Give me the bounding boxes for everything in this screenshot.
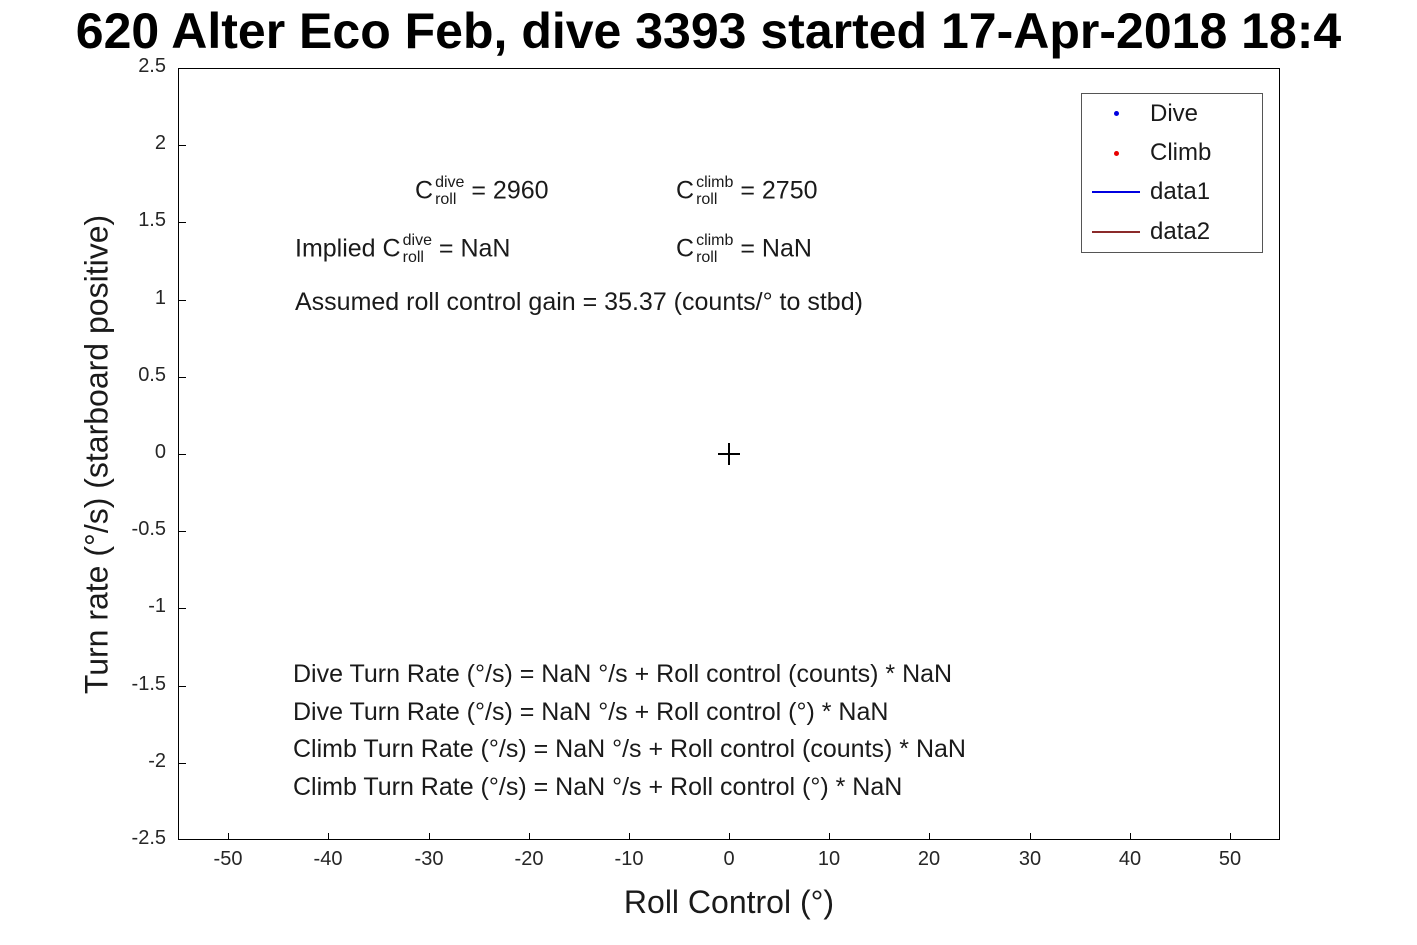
coeff-dive-base: C xyxy=(415,176,434,205)
x-tick-label: -30 xyxy=(414,848,444,870)
legend-entry-dive: Dive xyxy=(1082,94,1262,133)
coeff-climb-scripts: climb roll xyxy=(696,174,734,209)
y-tick xyxy=(179,454,186,455)
y-tick xyxy=(179,839,186,840)
legend: Dive Climb data1 data2 xyxy=(1081,93,1263,253)
legend-marker-wrap xyxy=(1090,191,1142,194)
fit-equations: Dive Turn Rate (°/s) = NaN °/s + Roll co… xyxy=(293,656,966,806)
fit-equation-line: Dive Turn Rate (°/s) = NaN °/s + Roll co… xyxy=(293,697,889,726)
coeff-dive-scripts: dive roll xyxy=(435,174,465,209)
x-tick xyxy=(1130,833,1131,840)
x-tick xyxy=(729,833,730,840)
x-axis-label: Roll Control (°) xyxy=(623,884,835,920)
x-tick-label: 20 xyxy=(917,848,941,870)
implied-dive-sup: dive xyxy=(402,232,432,249)
x-tick-label: 40 xyxy=(1118,848,1142,870)
implied-dive-sub: roll xyxy=(402,248,424,266)
x-tick xyxy=(1230,833,1231,840)
data2-line-marker-icon xyxy=(1092,230,1140,233)
x-tick xyxy=(1030,833,1031,840)
legend-marker-wrap xyxy=(1090,230,1142,233)
legend-entry-data1: data1 xyxy=(1082,173,1262,212)
dive-point-marker-icon xyxy=(1113,111,1119,117)
y-tick-label: 0.5 xyxy=(138,364,166,386)
x-tick-label: -20 xyxy=(514,848,544,870)
implied-climb-sub: roll xyxy=(696,248,718,266)
x-tick xyxy=(228,833,229,840)
x-tick-label: 10 xyxy=(817,848,841,870)
legend-label: Climb xyxy=(1150,139,1212,167)
legend-marker-wrap xyxy=(1090,111,1142,117)
x-tick xyxy=(829,833,830,840)
legend-label: data2 xyxy=(1150,217,1211,245)
y-tick-label: 2 xyxy=(154,132,166,154)
implied-dive-scripts: dive roll xyxy=(402,232,432,267)
legend-label: data1 xyxy=(1150,178,1211,206)
y-tick-label: -2.5 xyxy=(131,827,166,849)
x-tick xyxy=(429,833,430,840)
x-tick xyxy=(929,833,930,840)
fit-equation-line: Dive Turn Rate (°/s) = NaN °/s + Roll co… xyxy=(293,660,953,688)
y-tick xyxy=(179,300,186,301)
y-tick xyxy=(179,145,186,146)
legend-entry-climb: Climb xyxy=(1082,133,1262,172)
y-tick-label: -0.5 xyxy=(131,518,166,540)
x-tick-label: 50 xyxy=(1218,848,1242,870)
fit-equation-line: Climb Turn Rate (°/s) = NaN °/s + Roll c… xyxy=(293,735,966,764)
legend-label: Dive xyxy=(1150,99,1199,127)
y-tick xyxy=(179,68,186,69)
y-tick-label: -1 xyxy=(148,595,166,617)
x-tick-label: -40 xyxy=(313,848,343,870)
implied-climb-value: = NaN xyxy=(733,234,812,263)
x-tick xyxy=(629,833,630,840)
x-tick-label: 0 xyxy=(723,848,735,870)
x-tick xyxy=(529,833,530,840)
coeff-climb-value: = 2750 xyxy=(733,176,818,205)
y-tick xyxy=(179,763,186,764)
chart-title: 620 Alter Eco Feb, dive 3393 started 17-… xyxy=(75,3,1342,59)
y-tick xyxy=(179,531,186,532)
y-tick xyxy=(179,686,186,687)
implied-prefix: Implied xyxy=(295,234,383,263)
y-tick-label: -1.5 xyxy=(131,673,166,695)
coeff-climb-base: C xyxy=(676,176,695,205)
fit-equation-line: Climb Turn Rate (°/s) = NaN °/s + Roll c… xyxy=(293,772,903,801)
implied-dive-value: = NaN xyxy=(431,234,511,263)
x-tick-label: 30 xyxy=(1018,848,1042,870)
legend-marker-wrap xyxy=(1090,150,1142,156)
x-tick-label: -10 xyxy=(614,848,644,870)
y-tick-label: 0 xyxy=(154,441,166,463)
coeff-dive-sub: roll xyxy=(435,190,457,208)
coeff-climb-sub: roll xyxy=(696,190,718,208)
coeff-dive-sup: dive xyxy=(435,174,465,191)
y-tick-label: 1.5 xyxy=(138,209,166,231)
gain-annotation: Assumed roll control gain = 35.37 (count… xyxy=(295,288,863,316)
x-tick-label: -50 xyxy=(213,848,243,870)
y-tick xyxy=(179,608,186,609)
data1-line-marker-icon xyxy=(1092,191,1140,194)
y-tick xyxy=(179,222,186,223)
legend-entry-data2: data2 xyxy=(1082,212,1262,251)
implied-dive-base: C xyxy=(382,234,401,263)
implied-climb-scripts: climb roll xyxy=(696,232,734,267)
origin-marker xyxy=(718,443,740,465)
x-tick xyxy=(328,833,329,840)
y-tick-label: 2.5 xyxy=(138,55,166,77)
implied-climb-sup: climb xyxy=(696,232,734,249)
y-tick-label: -2 xyxy=(148,750,166,772)
implied-climb-base: C xyxy=(676,234,695,263)
climb-point-marker-icon xyxy=(1113,150,1119,156)
coeff-dive-value: = 2960 xyxy=(464,176,549,205)
coeff-climb-sup: climb xyxy=(696,174,734,191)
y-tick xyxy=(179,377,186,378)
y-tick-label: 1 xyxy=(154,287,166,309)
